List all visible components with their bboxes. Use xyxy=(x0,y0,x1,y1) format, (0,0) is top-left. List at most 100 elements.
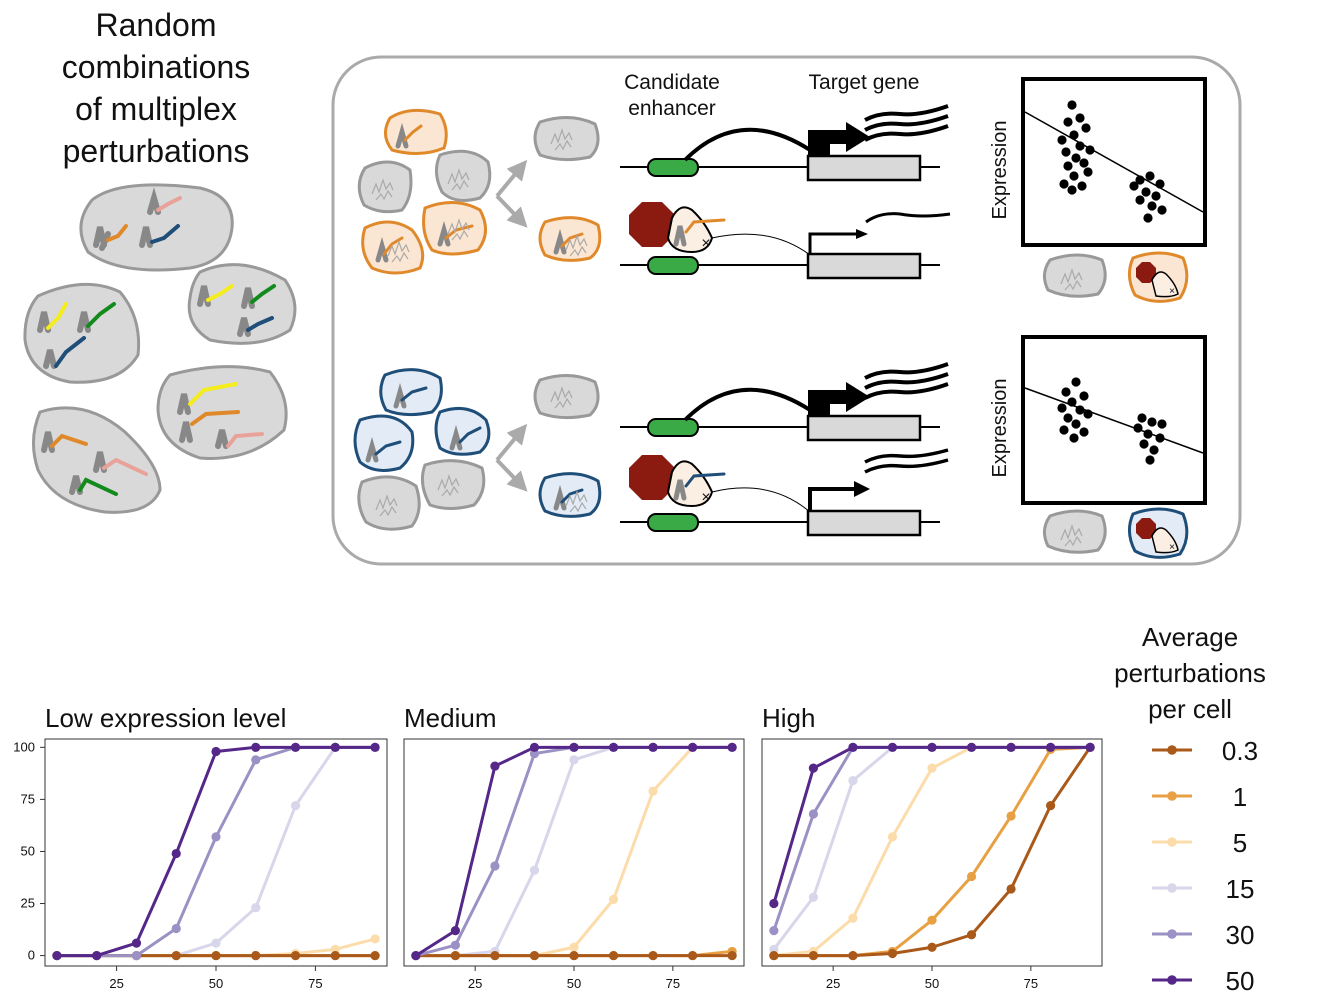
repressed-gene-locus: × xyxy=(620,448,949,537)
scatter-point xyxy=(1067,100,1077,110)
data-point xyxy=(648,742,658,752)
data-point xyxy=(688,950,698,961)
data-point xyxy=(450,940,460,950)
scatter-point xyxy=(1147,417,1157,427)
data-point xyxy=(1006,811,1016,821)
data-point xyxy=(490,861,500,871)
data-point xyxy=(529,742,540,752)
cut-mark-icon: × xyxy=(701,489,710,506)
scatter-point xyxy=(1149,445,1159,455)
scatter-point xyxy=(1071,419,1081,429)
scatter-point xyxy=(1067,397,1077,407)
data-point xyxy=(251,755,261,765)
data-point xyxy=(608,742,619,752)
data-point xyxy=(290,950,301,961)
perturbed-cell xyxy=(538,472,602,518)
data-point xyxy=(529,865,540,875)
data-point xyxy=(92,950,102,961)
scatter-point xyxy=(1071,377,1081,387)
active-gene-locus xyxy=(620,362,949,442)
scatter-cell-icons-bottom: × xyxy=(1043,507,1189,559)
data-point xyxy=(608,894,619,904)
data-point xyxy=(52,950,62,961)
data-point xyxy=(171,848,181,859)
x-tick-label: 25 xyxy=(826,976,840,991)
data-point xyxy=(251,742,261,752)
data-point xyxy=(529,950,540,961)
data-point xyxy=(769,898,779,909)
cell xyxy=(79,183,234,272)
scatter-point xyxy=(1143,213,1153,223)
legend-title: perturbations xyxy=(1114,658,1266,688)
expression-scatter-bottom: Expression xyxy=(989,335,1207,505)
cell xyxy=(187,263,297,345)
x-tick-label: 50 xyxy=(925,976,939,991)
data-point xyxy=(727,950,737,961)
candidate-enhancer-label: Candidate xyxy=(624,71,720,94)
x-tick-label: 75 xyxy=(666,976,680,991)
data-point xyxy=(411,950,421,961)
expression-axis-label: Expression xyxy=(989,379,1011,478)
data-point xyxy=(1046,801,1056,811)
left-title: Random combinations of multiplex perturb… xyxy=(62,7,251,169)
scatter-point xyxy=(1145,171,1155,181)
data-point xyxy=(808,892,818,902)
scatter-point xyxy=(1081,123,1091,133)
scatter-point xyxy=(1155,433,1165,443)
legend-label: 5 xyxy=(1233,828,1247,858)
promoter-arrow-strong xyxy=(808,122,870,156)
data-point xyxy=(648,786,658,796)
data-point xyxy=(569,742,579,752)
control-cell xyxy=(533,116,600,162)
scatter-point xyxy=(1071,153,1081,163)
data-point xyxy=(450,925,460,936)
scatter-point xyxy=(1069,130,1079,140)
legend-swatch-point xyxy=(1167,837,1177,847)
scatter-point xyxy=(1063,117,1073,127)
legend-swatch-point xyxy=(1167,975,1177,985)
target-gene-label: Target gene xyxy=(809,71,920,94)
experiment-frame xyxy=(331,55,1242,566)
chart-title: High xyxy=(762,703,815,733)
data-point xyxy=(490,761,500,771)
legend-label: 50 xyxy=(1226,966,1255,996)
x-tick-label: 25 xyxy=(468,976,482,991)
series-50 xyxy=(52,742,380,961)
scatter-point xyxy=(1063,413,1073,423)
cut-mark-icon: × xyxy=(701,235,710,252)
scatter-point xyxy=(1143,429,1153,439)
left-title-line: combinations xyxy=(62,49,251,85)
data-point xyxy=(648,950,658,961)
scatter-point xyxy=(1133,423,1143,433)
x-tick-label: 50 xyxy=(209,976,223,991)
data-point xyxy=(290,742,301,752)
legend-item: 5 xyxy=(1152,828,1247,858)
legend-label: 1 xyxy=(1233,782,1247,812)
legend-swatch-point xyxy=(1167,745,1177,755)
data-point xyxy=(171,950,181,961)
candidate-enhancer-label: enhancer xyxy=(628,97,716,120)
legend: Average perturbations per cell 0.3151530… xyxy=(1114,622,1266,996)
plot-area xyxy=(403,738,745,967)
scatter-point xyxy=(1075,405,1085,415)
legend-item: 0.3 xyxy=(1152,736,1258,766)
data-point xyxy=(569,942,579,952)
scatter-point xyxy=(1063,161,1073,171)
y-tick-label: 100 xyxy=(13,739,35,754)
scatter-point xyxy=(1139,439,1149,449)
legend-swatch-point xyxy=(1167,883,1177,893)
data-point xyxy=(769,950,779,961)
data-point xyxy=(927,942,937,952)
data-point xyxy=(966,871,977,882)
chart-title: Medium xyxy=(404,703,496,733)
legend-label: 0.3 xyxy=(1222,736,1258,766)
scatter-point xyxy=(1157,205,1167,215)
data-point xyxy=(848,742,858,752)
legend-swatch-point xyxy=(1167,791,1177,801)
cell xyxy=(23,282,141,384)
data-point xyxy=(251,950,261,961)
scatter-point xyxy=(1057,135,1067,145)
svg-text:×: × xyxy=(1169,286,1175,297)
data-point xyxy=(887,742,898,752)
scatter-point xyxy=(1129,181,1139,191)
